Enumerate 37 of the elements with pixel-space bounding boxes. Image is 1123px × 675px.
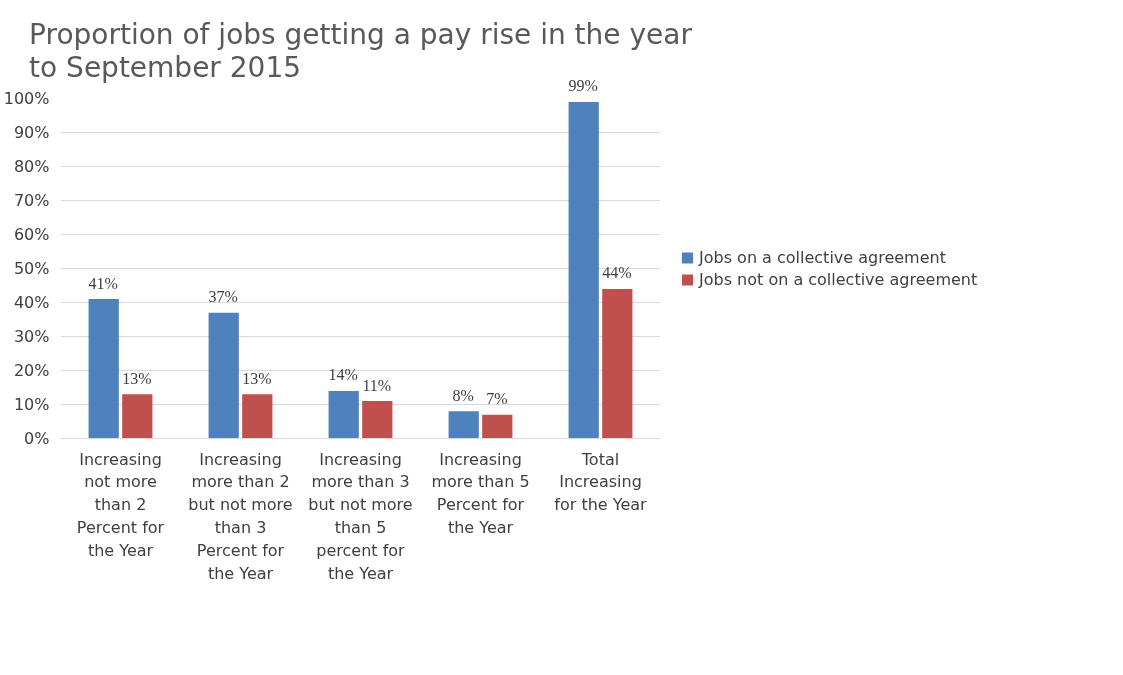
y-tick-label: 40% [13, 293, 50, 312]
y-tick-label: 70% [13, 191, 50, 210]
bar [88, 299, 119, 439]
data-label: 7% [486, 390, 508, 409]
bar [122, 394, 153, 439]
data-label: 14% [328, 366, 358, 385]
bar [448, 411, 479, 439]
bar [208, 312, 239, 439]
y-tick-label: 10% [13, 395, 50, 414]
y-tick-label: 100% [3, 89, 50, 108]
data-label: 8% [452, 386, 474, 405]
data-label: 41% [88, 274, 118, 293]
y-tick-label: 90% [13, 123, 50, 142]
bar [568, 101, 599, 439]
data-label: 13% [242, 369, 272, 388]
data-label: 13% [122, 369, 152, 388]
data-label: 44% [602, 264, 632, 283]
bar [242, 394, 273, 439]
bar [328, 390, 359, 439]
bar [482, 414, 513, 439]
y-tick-label: 20% [13, 361, 50, 380]
x-tick-label: Increasing more than 3 but not more than 5 percent for the Year [308, 449, 413, 583]
x-tick-label: Increasing more than 5 Percent for the Year [431, 449, 530, 537]
bar [362, 401, 393, 439]
bar [602, 288, 633, 439]
x-tick-label: Increasing more than 2 but not more than 3 Percent for the Year [188, 449, 293, 583]
y-tick-label: 30% [13, 327, 50, 346]
data-label: 11% [362, 376, 392, 395]
legend-label: Jobs not on a collective agreement [699, 269, 978, 289]
legend-label: Jobs on a collective agreement [699, 247, 946, 267]
y-tick-label: 0% [24, 429, 50, 448]
y-tick-label: 60% [13, 225, 50, 244]
x-tick-label: Total Increasing for the Year [554, 449, 648, 515]
x-tick-label: Increasing not more than 2 Percent for the Year [76, 449, 165, 560]
y-tick-label: 50% [13, 259, 50, 278]
data-label: 37% [208, 288, 238, 307]
y-tick-label: 80% [13, 157, 50, 176]
